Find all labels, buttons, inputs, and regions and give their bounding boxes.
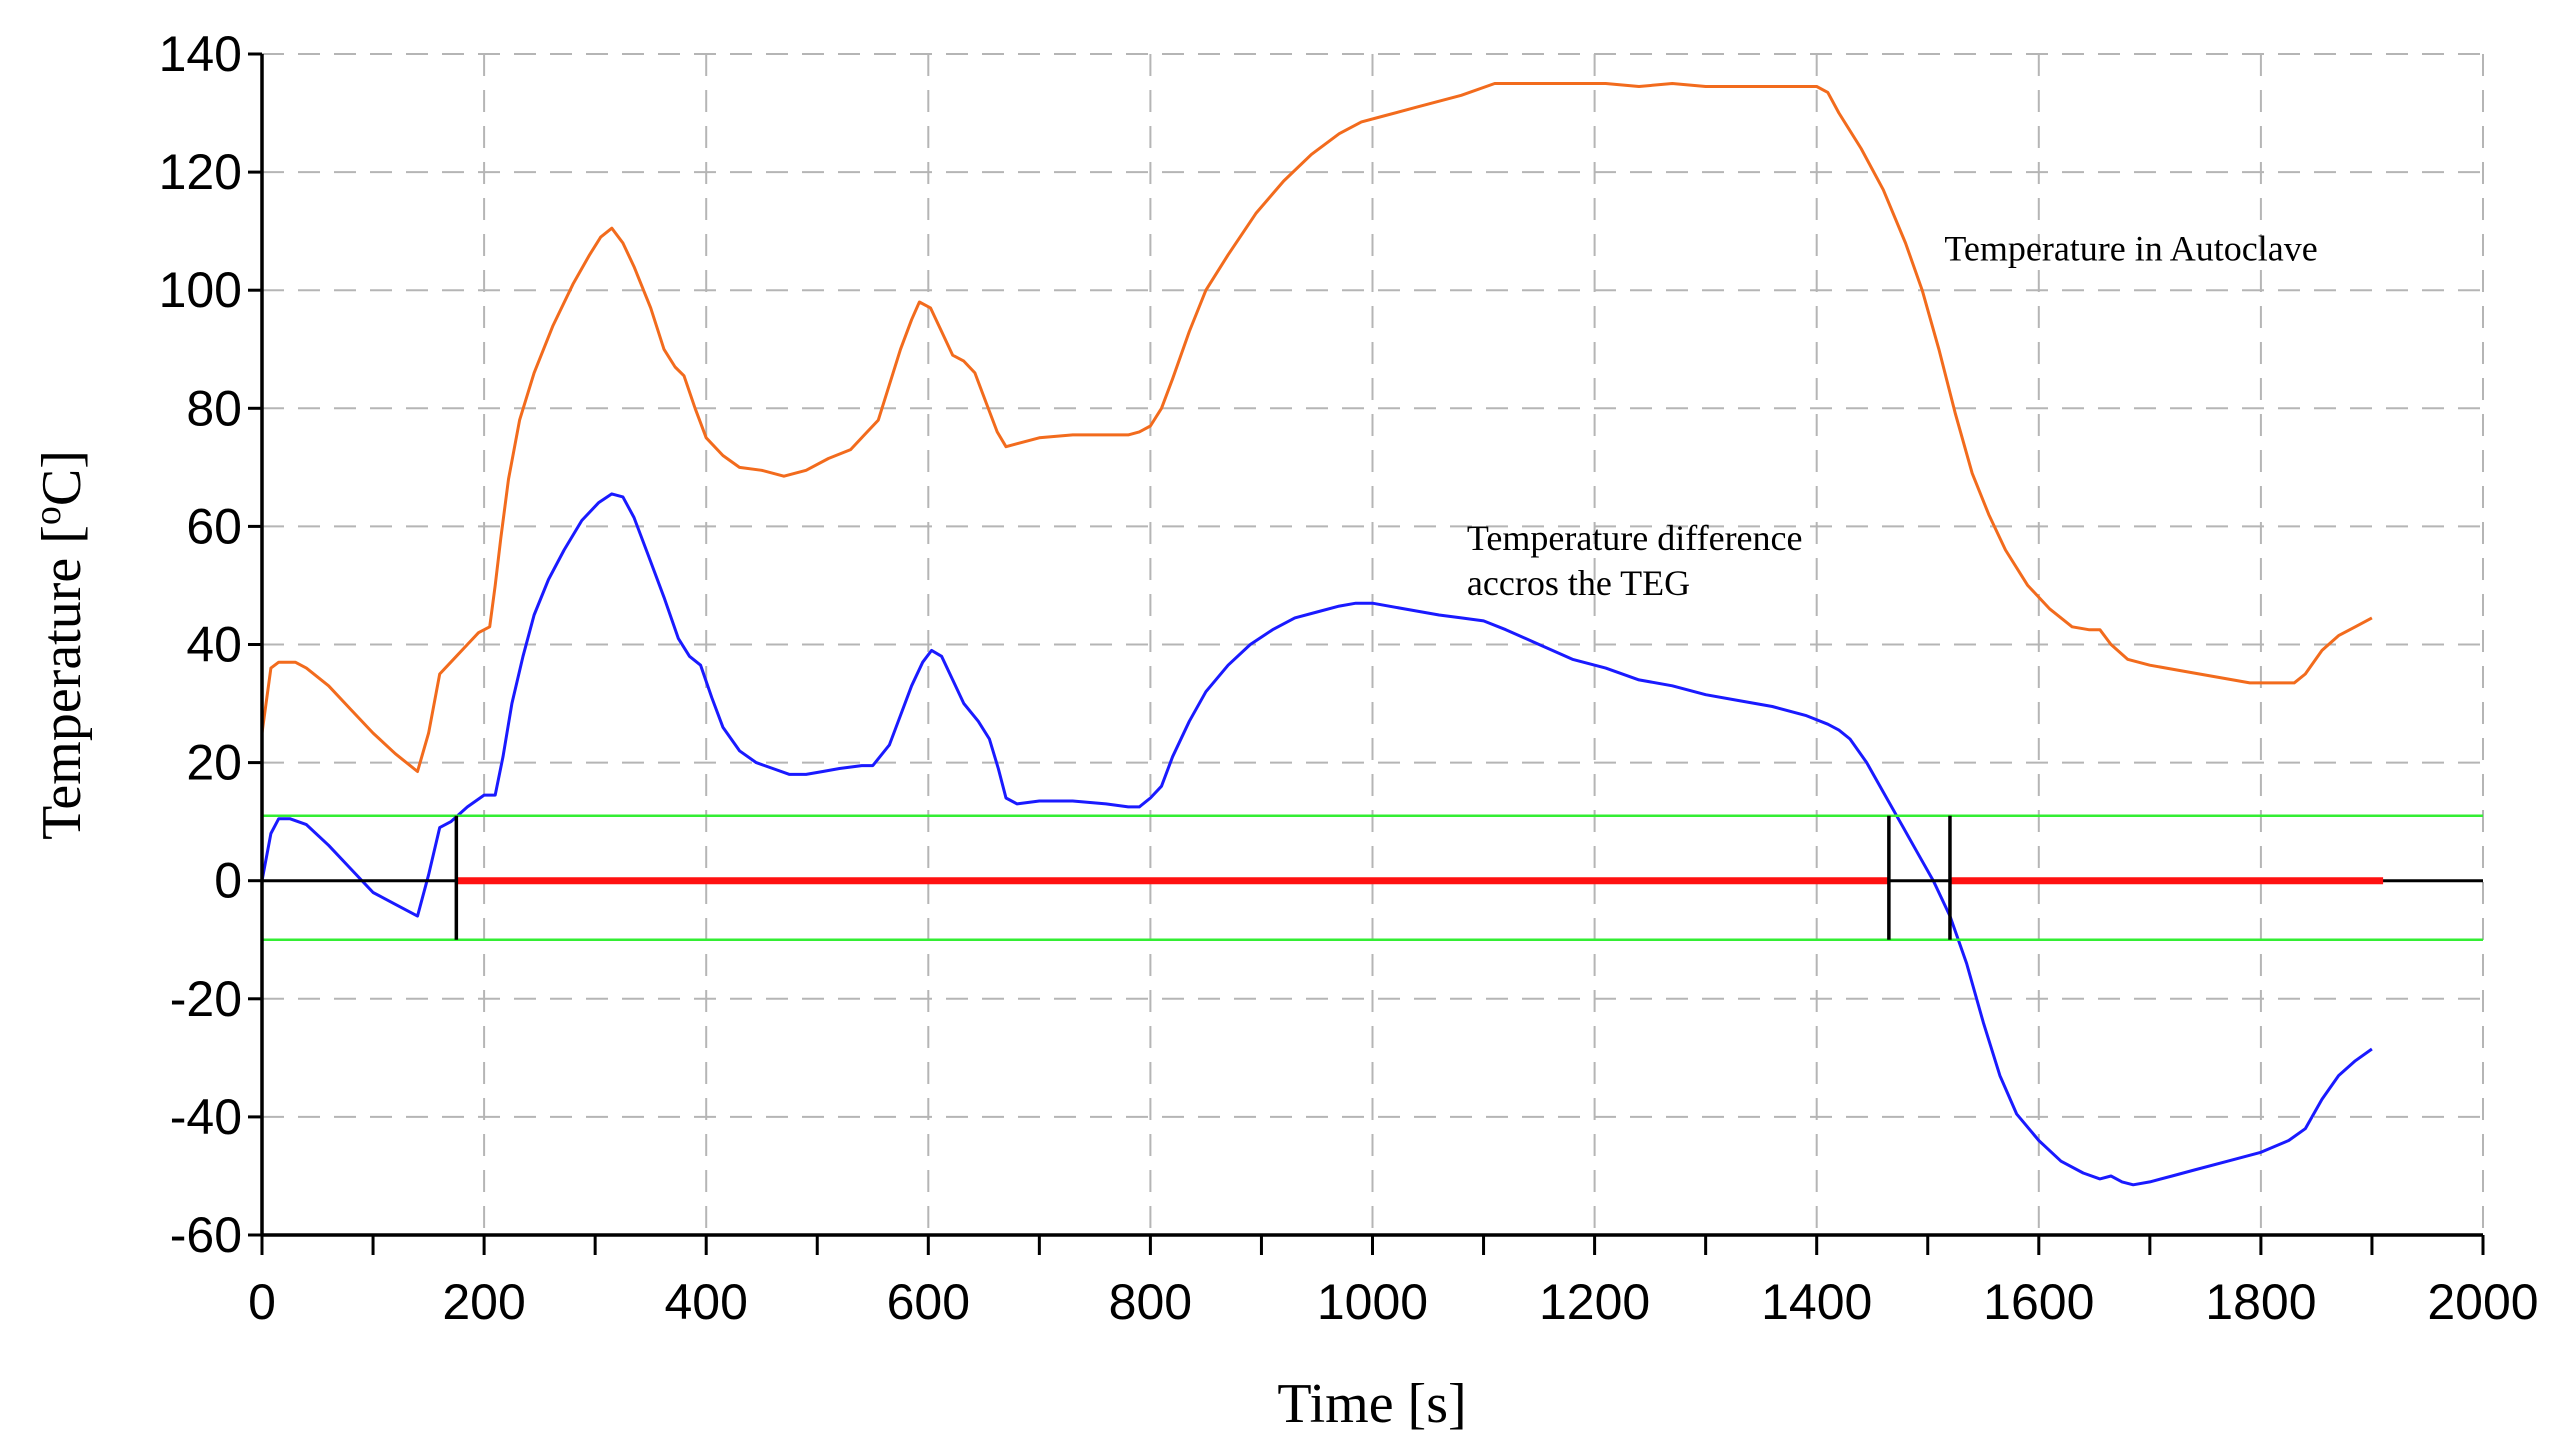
y-tick-label: -60 [170, 1207, 242, 1263]
y-tick-label: 120 [159, 144, 242, 200]
x-tick-label: 200 [442, 1274, 525, 1330]
plot-area [260, 82, 2483, 1187]
y-tick-label: 20 [186, 735, 242, 791]
y-tick-label: 60 [186, 498, 242, 554]
y-tick-label: -20 [170, 971, 242, 1027]
x-tick-label: 2000 [2427, 1274, 2538, 1330]
series-annotation: Temperature in Autoclave [1944, 229, 2317, 269]
x-tick-label: 1800 [2205, 1274, 2316, 1330]
series-annotation: Temperature difference accros the TEG [1467, 518, 1803, 603]
x-axis-title: Time [s] [1277, 1373, 1466, 1435]
x-tick-label: 1000 [1317, 1274, 1428, 1330]
y-axis-title: Temperature [oC] [27, 450, 93, 840]
y-tick-label: 140 [159, 26, 242, 82]
x-tick-label: 1600 [1983, 1274, 2094, 1330]
y-tick-label: 100 [159, 262, 242, 318]
y-tick-label: -40 [170, 1089, 242, 1145]
x-tick-label: 1400 [1761, 1274, 1872, 1330]
x-tick-label: 600 [887, 1274, 970, 1330]
grid [262, 53, 2484, 1235]
series-temperature-in-autoclave [260, 82, 2373, 773]
x-tick-label: 800 [1109, 1274, 1192, 1330]
y-tick-label: 80 [186, 380, 242, 436]
x-tick-label: 0 [248, 1274, 276, 1330]
y-tick-label: 0 [214, 853, 242, 909]
series-temperature-difference-accros-the-teg [260, 492, 2373, 1187]
x-tick-label: 1200 [1539, 1274, 1650, 1330]
x-tick-label: 400 [664, 1274, 747, 1330]
annotations: Temperature in Autoclave Temperature diff… [1467, 229, 2318, 603]
y-tick-label: 40 [186, 617, 242, 673]
